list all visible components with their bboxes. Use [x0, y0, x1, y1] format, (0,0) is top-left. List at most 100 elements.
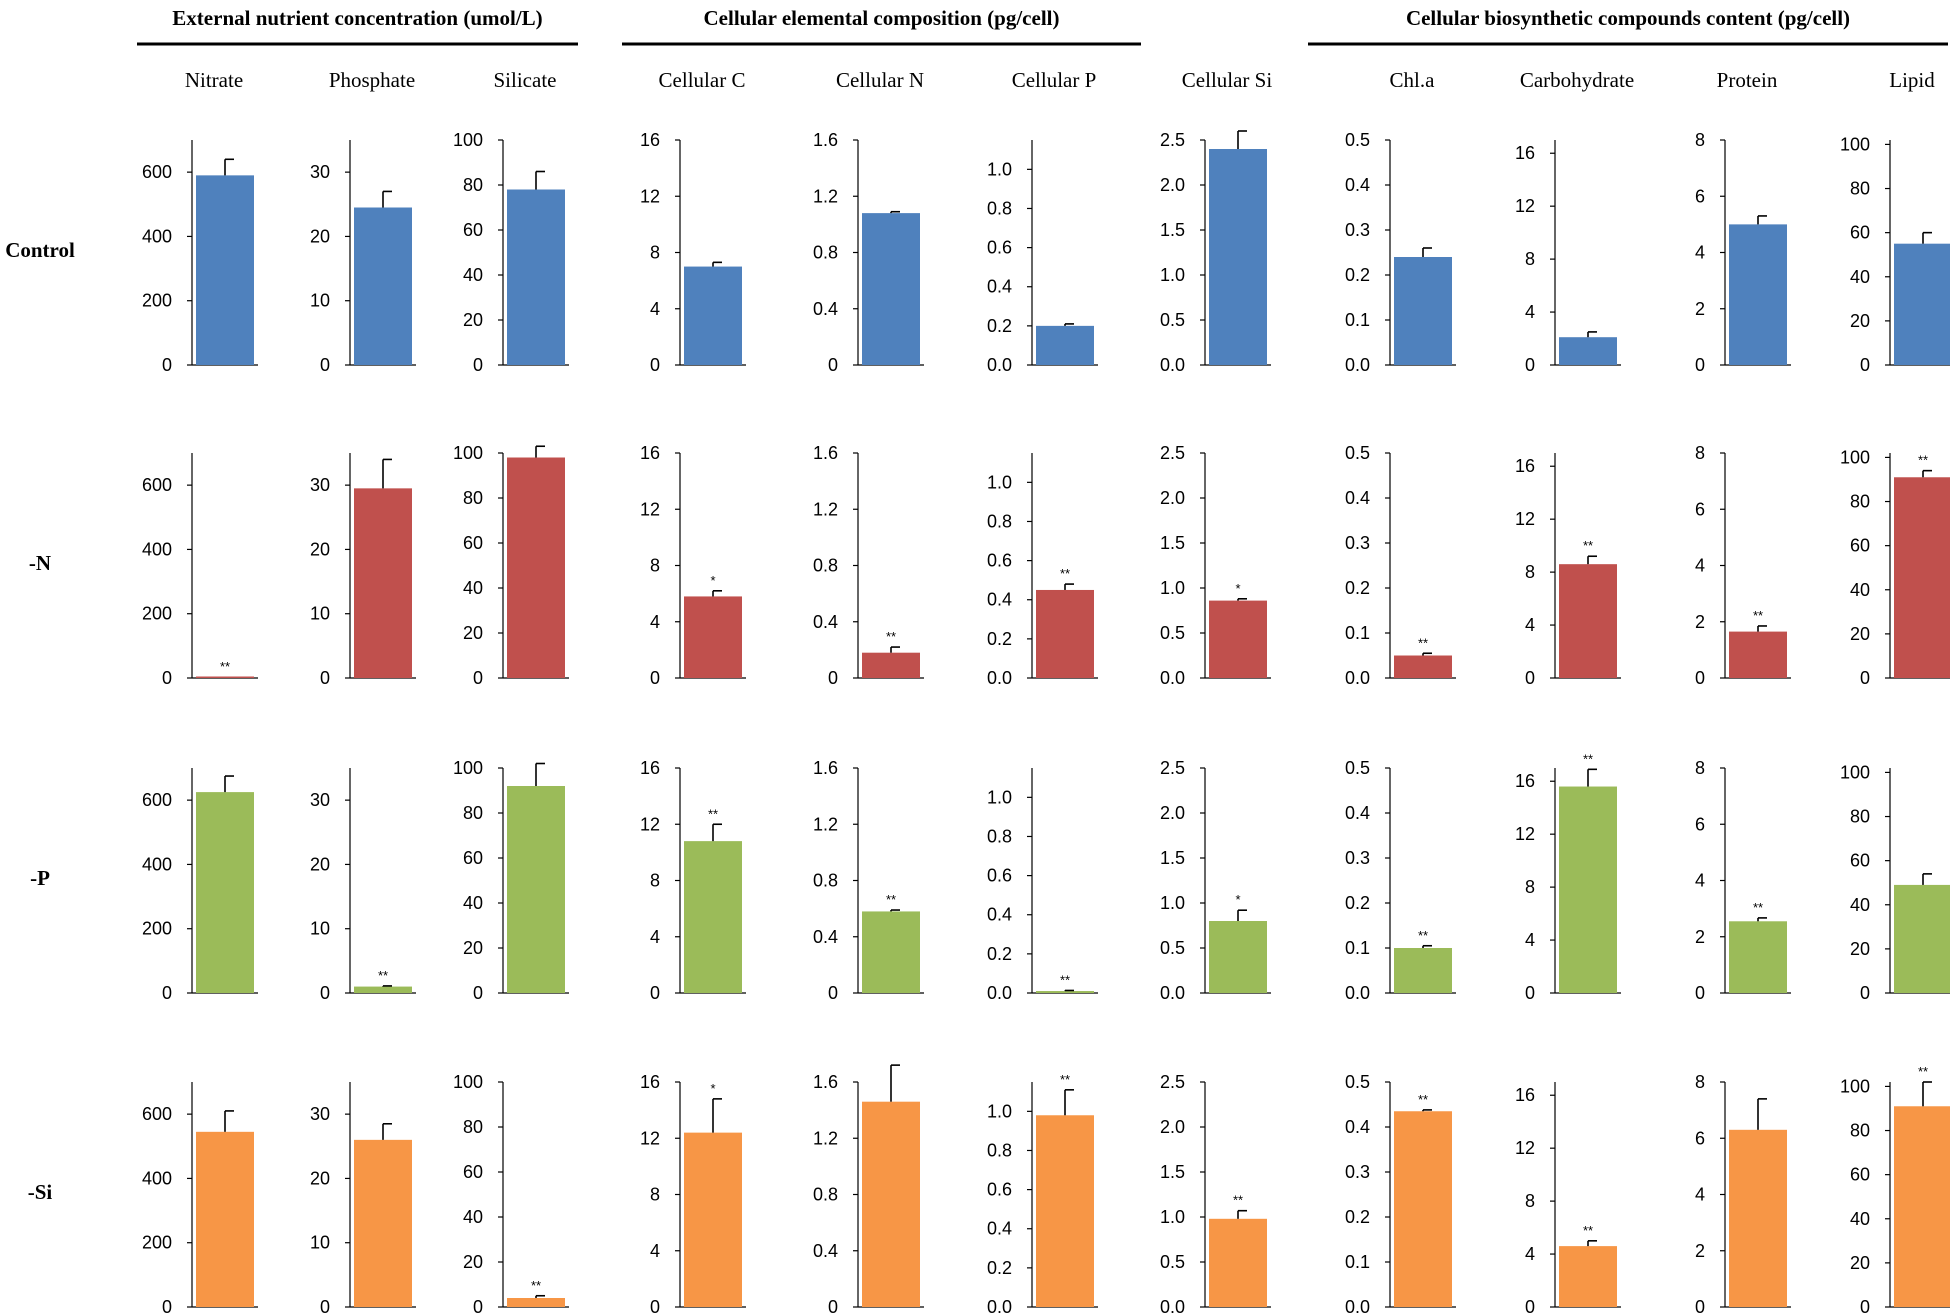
y-tick-label: 0.3 — [1345, 1162, 1370, 1182]
y-tick-label: 0.0 — [1345, 1297, 1370, 1314]
y-tick-label: 0.5 — [1345, 1072, 1370, 1092]
y-tick-label: 2.5 — [1160, 130, 1185, 150]
y-tick-label: 0.2 — [987, 1258, 1012, 1278]
y-tick-label: 0.0 — [1160, 983, 1185, 1003]
panel-control-lipid: 0 20 40 60 80 100 — [1840, 134, 1950, 375]
y-tick-label: 80 — [1850, 179, 1870, 199]
y-tick-label: 600 — [142, 790, 172, 810]
y-tick-label: 80 — [1850, 807, 1870, 827]
y-tick-label: 0.5 — [1345, 758, 1370, 778]
y-tick-label: 0 — [320, 1297, 330, 1314]
y-tick-label: 16 — [640, 758, 660, 778]
column-label-protein: Protein — [1717, 68, 1778, 92]
y-tick-label: 12 — [640, 499, 660, 519]
y-tick-label: 12 — [1515, 509, 1535, 529]
y-tick-label: 0.8 — [987, 198, 1012, 218]
significance-si-cellular-p: ** — [1060, 1072, 1070, 1087]
y-tick-label: 0.4 — [1345, 488, 1370, 508]
y-tick-label: 0.4 — [1345, 175, 1370, 195]
panel-n-nitrate: 0 200 400 600 ** — [142, 453, 258, 688]
bar-n-chl-a — [1394, 655, 1452, 678]
y-tick-label: 8 — [1695, 443, 1705, 463]
y-tick-label: 20 — [1850, 311, 1870, 331]
y-tick-label: 0.4 — [813, 1241, 838, 1261]
y-tick-label: 0.5 — [1160, 310, 1185, 330]
y-tick-label: 1.0 — [987, 159, 1012, 179]
y-tick-label: 1.2 — [813, 1128, 838, 1148]
y-tick-label: 30 — [310, 1104, 330, 1124]
panel-p-phosphate: 0 10 20 30 ** — [310, 768, 416, 1003]
column-label-cellular-p: Cellular P — [1012, 68, 1097, 92]
y-tick-label: 8 — [650, 1185, 660, 1205]
y-tick-label: 0 — [1525, 983, 1535, 1003]
y-tick-label: 16 — [640, 1072, 660, 1092]
y-tick-label: 16 — [1515, 143, 1535, 163]
y-tick-label: 40 — [1850, 1209, 1870, 1229]
y-tick-label: 0 — [1695, 1297, 1705, 1314]
y-tick-label: 0.8 — [813, 556, 838, 576]
y-tick-label: 8 — [1695, 130, 1705, 150]
panel-p-cellular-n: 0 0.4 0.8 1.2 1.6 ** — [813, 758, 924, 1003]
y-tick-label: 1.5 — [1160, 533, 1185, 553]
y-tick-label: 0.4 — [813, 612, 838, 632]
y-tick-label: 0 — [473, 668, 483, 688]
y-tick-label: 0.3 — [1345, 848, 1370, 868]
y-tick-label: 16 — [640, 443, 660, 463]
y-tick-label: 2 — [1695, 927, 1705, 947]
y-tick-label: 0 — [650, 355, 660, 375]
y-tick-label: 0.2 — [987, 944, 1012, 964]
y-tick-label: 4 — [1525, 615, 1535, 635]
y-tick-label: 0.8 — [813, 243, 838, 263]
row-label-n: -N — [29, 551, 51, 575]
bar-control-silicate — [507, 189, 565, 365]
y-tick-label: 6 — [1695, 1128, 1705, 1148]
y-tick-label: 200 — [142, 919, 172, 939]
y-tick-label: 100 — [1840, 1076, 1870, 1096]
y-tick-label: 0 — [828, 1297, 838, 1314]
y-tick-label: 6 — [1695, 499, 1705, 519]
bar-p-chl-a — [1394, 948, 1452, 993]
y-tick-label: 0 — [1860, 668, 1870, 688]
bar-control-lipid — [1894, 243, 1950, 365]
y-tick-label: 2 — [1695, 1241, 1705, 1261]
panel-p-silicate: 0 20 40 60 80 100 — [453, 758, 569, 1003]
y-tick-label: 1.5 — [1160, 220, 1185, 240]
bar-n-silicate — [507, 457, 565, 678]
significance-n-cellular-p: ** — [1060, 566, 1070, 581]
bar-n-cellular-n — [862, 652, 920, 678]
significance-n-cellular-c: * — [710, 573, 715, 588]
y-tick-label: 0.2 — [1345, 893, 1370, 913]
y-tick-label: 0 — [473, 1297, 483, 1314]
y-tick-label: 0 — [828, 668, 838, 688]
panel-control-phosphate: 0 10 20 30 — [310, 140, 416, 375]
y-tick-label: 60 — [1850, 536, 1870, 556]
y-tick-label: 0.3 — [1345, 533, 1370, 553]
y-tick-label: 100 — [453, 443, 483, 463]
y-tick-label: 2.5 — [1160, 1072, 1185, 1092]
y-tick-label: 0.3 — [1345, 220, 1370, 240]
y-tick-label: 20 — [463, 1252, 483, 1272]
y-tick-label: 0.0 — [1345, 355, 1370, 375]
panel-si-carbohydrate: 0 4 8 12 16 ** — [1515, 1082, 1621, 1314]
y-tick-label: 0.2 — [1345, 265, 1370, 285]
y-tick-label: 6 — [1695, 814, 1705, 834]
panel-si-cellular-n: 0 0.4 0.8 1.2 1.6 — [813, 1064, 924, 1314]
panel-si-phosphate: 0 10 20 30 — [310, 1082, 416, 1314]
panel-si-nitrate: 0 200 400 600 — [142, 1082, 258, 1314]
y-tick-label: 60 — [1850, 223, 1870, 243]
y-tick-label: 0.8 — [987, 511, 1012, 531]
y-tick-label: 1.0 — [1160, 265, 1185, 285]
y-tick-label: 1.6 — [813, 130, 838, 150]
y-tick-label: 0.6 — [987, 866, 1012, 886]
significance-p-protein: ** — [1753, 900, 1763, 915]
significance-si-cellular-c: * — [710, 1081, 715, 1096]
bar-si-cellular-si — [1209, 1218, 1267, 1307]
panel-p-cellular-p: 0.0 0.2 0.4 0.6 0.8 1.0 ** — [987, 768, 1098, 1003]
y-tick-label: 200 — [142, 604, 172, 624]
panel-p-chl-a: 0.0 0.1 0.2 0.3 0.4 0.5 ** — [1345, 758, 1456, 1003]
bar-control-nitrate — [196, 175, 254, 365]
y-tick-label: 400 — [142, 226, 172, 246]
y-tick-label: 10 — [310, 604, 330, 624]
bar-si-cellular-p — [1036, 1115, 1094, 1307]
y-tick-label: 16 — [1515, 1085, 1535, 1105]
